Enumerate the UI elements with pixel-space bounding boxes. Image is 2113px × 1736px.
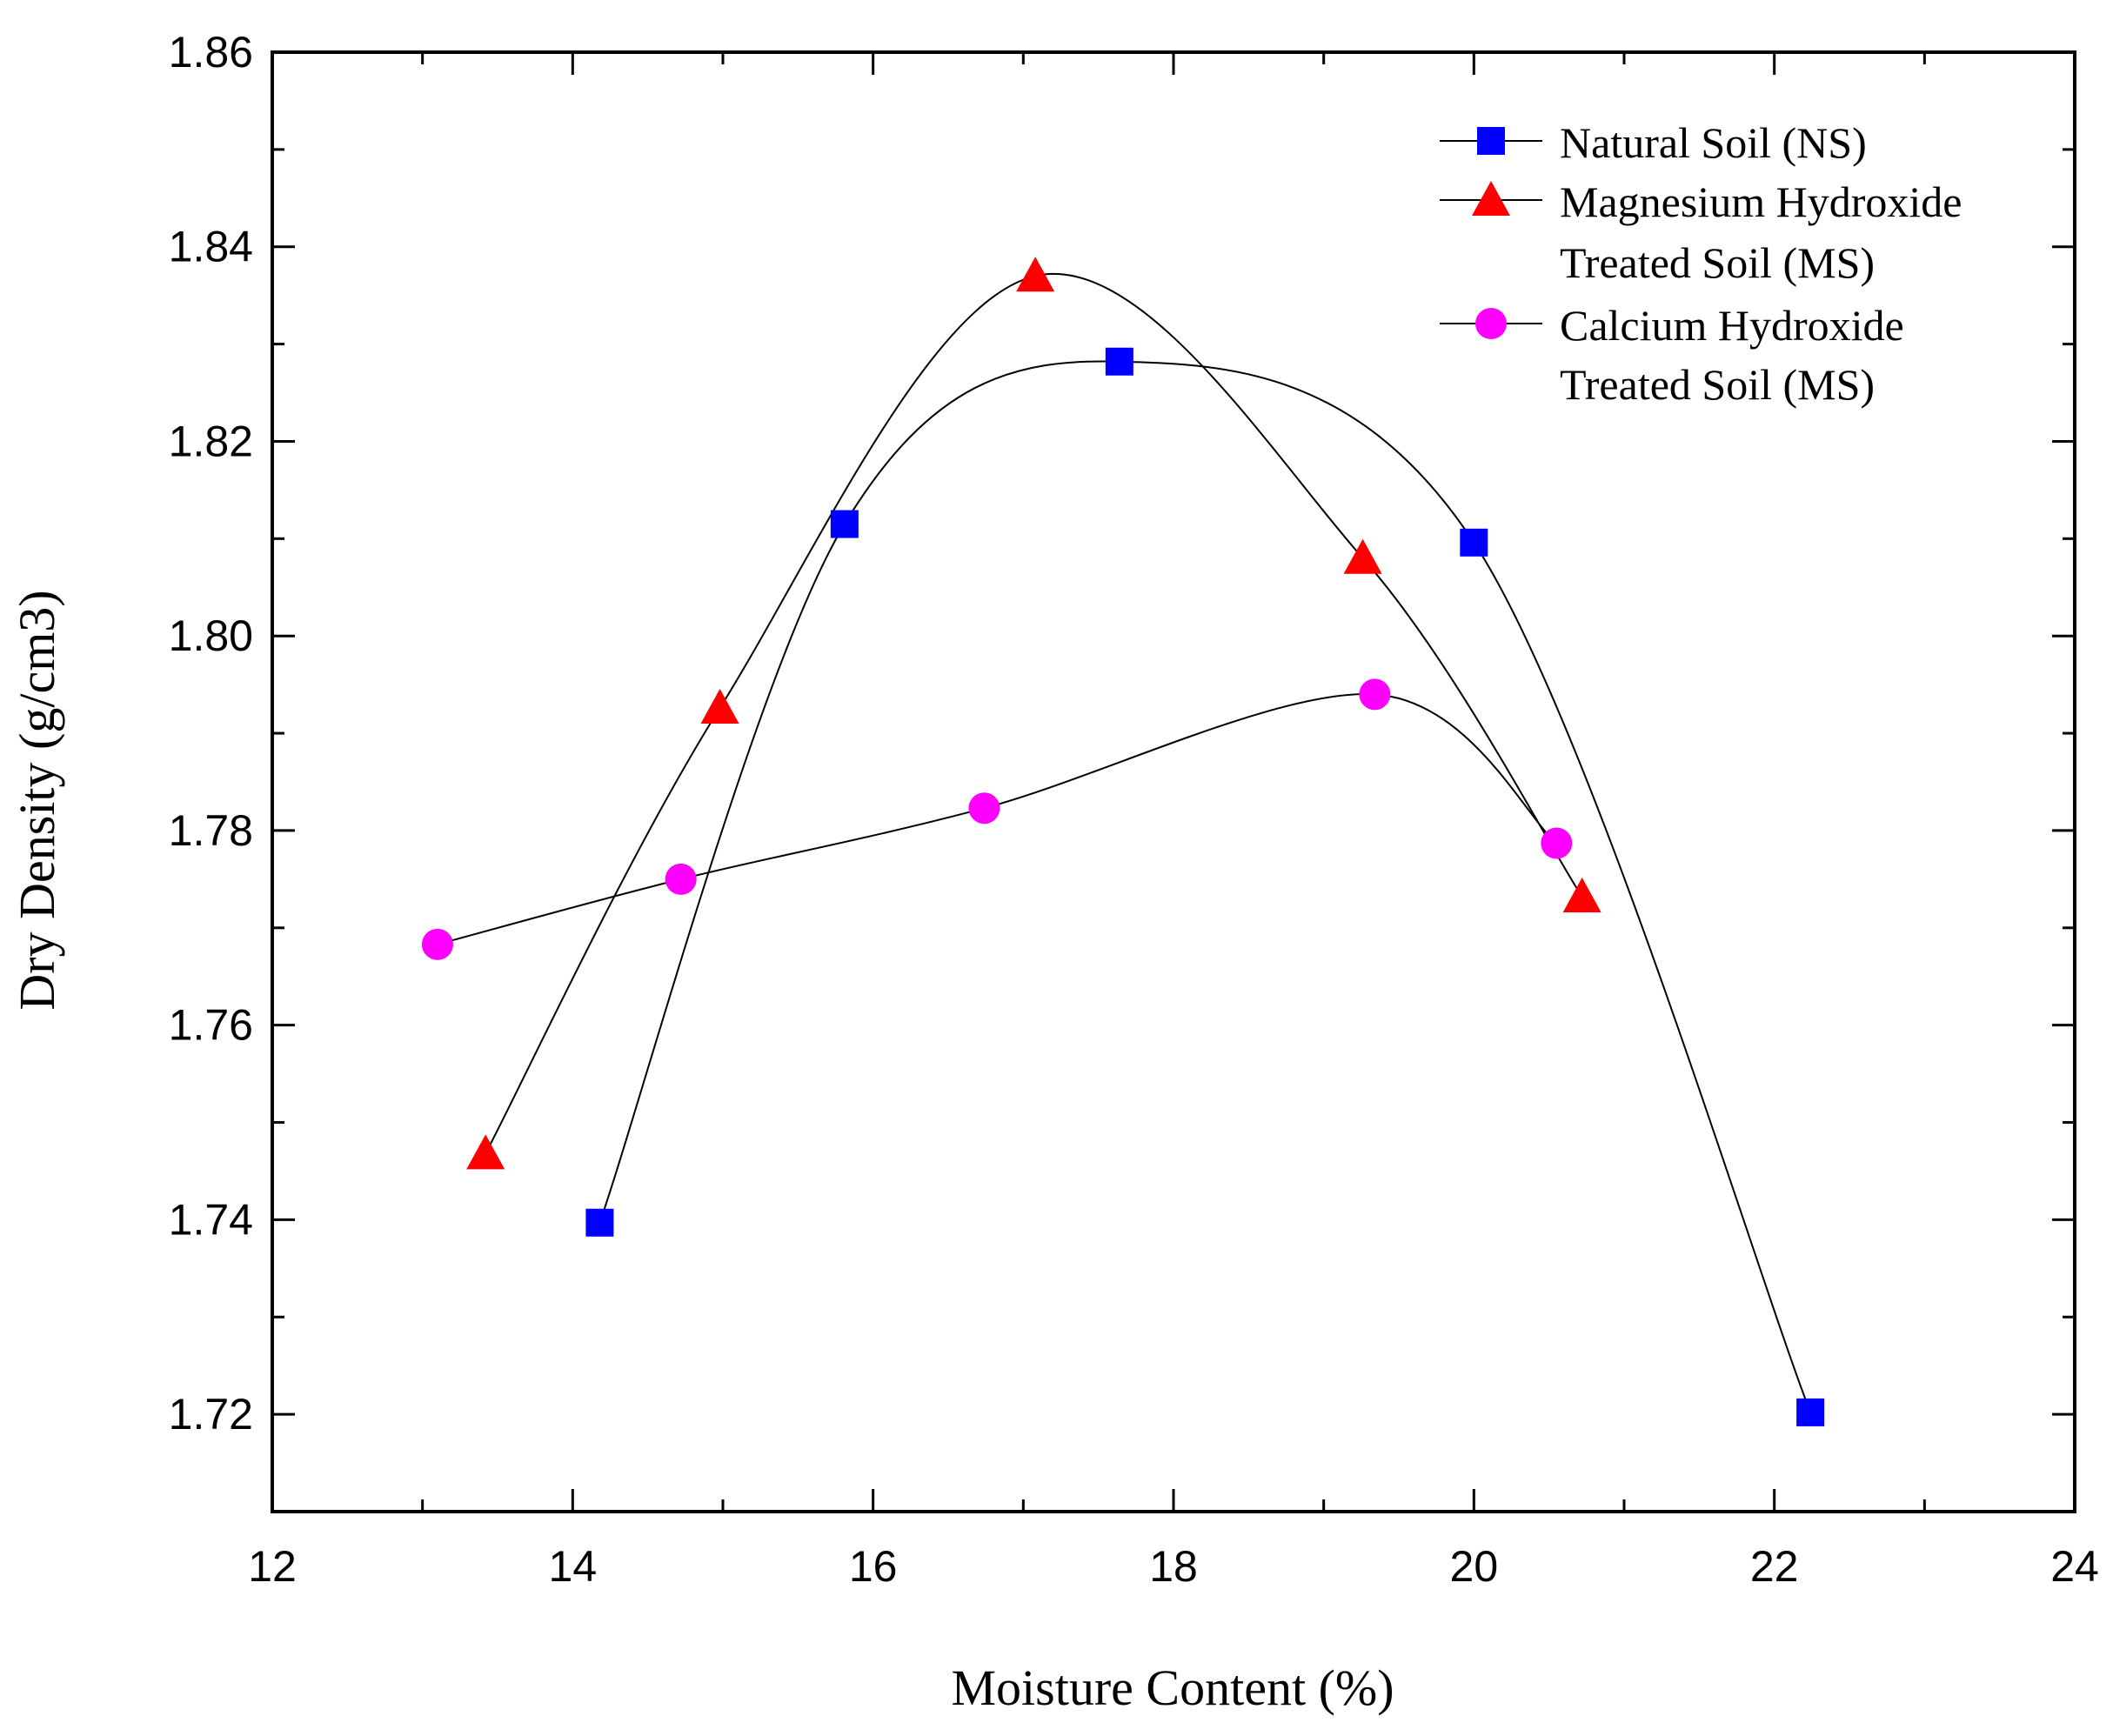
legend-label-2: Treated Soil (MS) bbox=[1560, 360, 1875, 409]
series-2-point bbox=[665, 863, 697, 895]
series-1-point bbox=[466, 1134, 505, 1170]
legend: Natural Soil (NS) Magnesium Hydroxide Trea… bbox=[1440, 118, 1962, 409]
series-1-point bbox=[1562, 878, 1601, 913]
legend-label-0: Natural Soil (NS) bbox=[1560, 118, 1867, 167]
y-tick-label: 1.84 bbox=[169, 223, 253, 271]
legend-label-1: Magnesium Hydroxide bbox=[1560, 177, 1962, 226]
x-tick-label: 12 bbox=[248, 1542, 297, 1591]
y-tick-label: 1.80 bbox=[169, 611, 253, 660]
x-tick-label: 22 bbox=[1750, 1542, 1799, 1591]
x-tick-label: 16 bbox=[849, 1542, 898, 1591]
series-0-point bbox=[830, 510, 859, 538]
x-tick-label: 24 bbox=[2050, 1542, 2099, 1591]
legend-marker-2 bbox=[1475, 308, 1507, 339]
series-2-point bbox=[1359, 678, 1391, 711]
y-tick-label: 1.78 bbox=[169, 806, 253, 855]
series-2-point bbox=[421, 928, 453, 960]
x-axis-title: Moisture Content (%) bbox=[951, 1659, 1394, 1716]
series-0-point bbox=[585, 1208, 614, 1237]
series-1-point bbox=[1343, 538, 1382, 574]
x-tick-label: 14 bbox=[549, 1542, 598, 1591]
series-1-point bbox=[700, 688, 739, 724]
series-2-point bbox=[1541, 827, 1573, 859]
y-axis-title: Dry Density (g/cm3) bbox=[9, 590, 65, 1010]
y-tick-label: 1.74 bbox=[169, 1195, 253, 1244]
series-2-point bbox=[968, 792, 1000, 825]
series-0-point bbox=[1460, 528, 1488, 557]
legend-label-2: Calcium Hydroxide bbox=[1560, 301, 1904, 350]
y-tick-label: 1.76 bbox=[169, 1001, 253, 1050]
data-markers bbox=[421, 257, 1825, 1426]
x-tick-label: 20 bbox=[1450, 1542, 1499, 1591]
series-0-curve bbox=[598, 360, 1812, 1413]
y-tick-label: 1.86 bbox=[169, 28, 253, 77]
legend-label-1: Treated Soil (MS) bbox=[1560, 238, 1875, 287]
axes: 12 14 16 18 20 22 24 1.72 1.74 1.76 1.78 1.80 1.82 1.… bbox=[169, 28, 2099, 1591]
series-1-point bbox=[1016, 257, 1055, 292]
series-0-point bbox=[1796, 1398, 1825, 1426]
legend-marker-1 bbox=[1472, 181, 1510, 216]
y-tick-label: 1.72 bbox=[169, 1390, 253, 1439]
series-0-point bbox=[1105, 347, 1133, 376]
series-1-curve bbox=[485, 273, 1583, 1154]
y-tick-label: 1.82 bbox=[169, 417, 253, 465]
x-tick-label: 18 bbox=[1149, 1542, 1198, 1591]
legend-marker-0 bbox=[1477, 127, 1505, 155]
